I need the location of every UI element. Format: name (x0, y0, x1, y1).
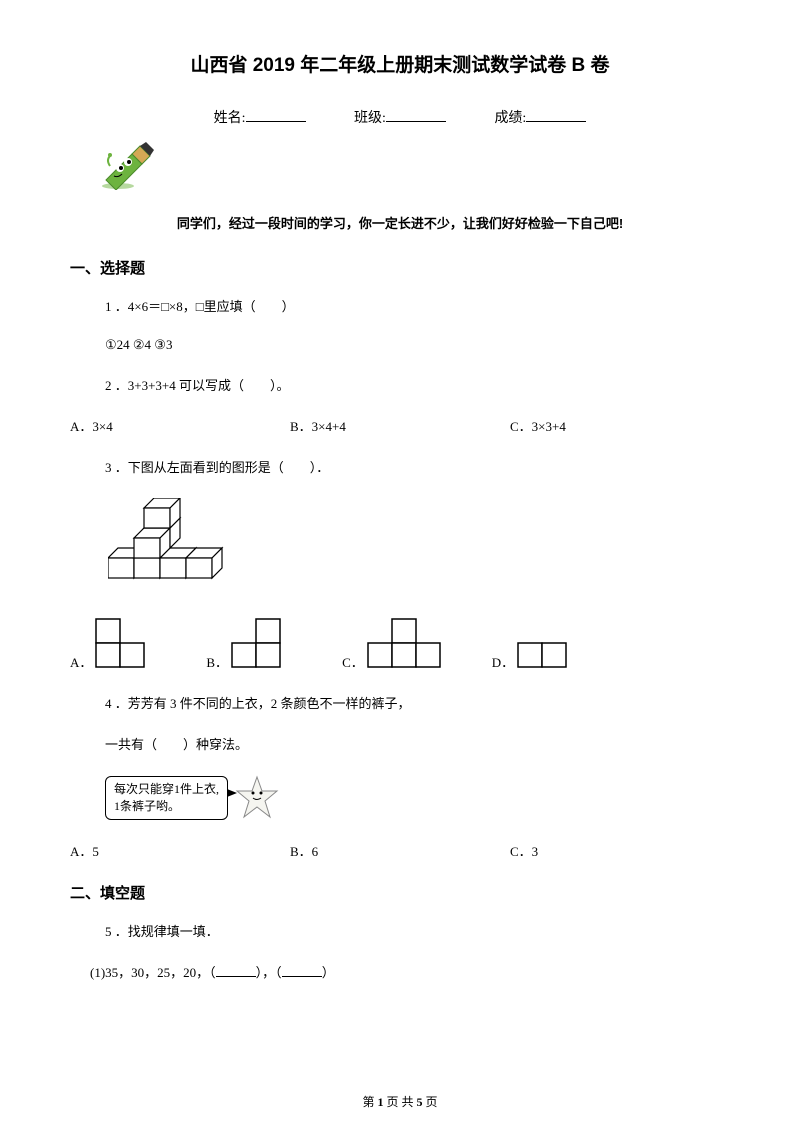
page-footer: 第 1 页 共 5 页 (0, 1093, 800, 1110)
motivation-text: 同学们，经过一段时间的学习，你一定长进不少，让我们好好检验一下自己吧! (70, 213, 730, 232)
score-blank (526, 121, 586, 122)
q3-figure-c (364, 615, 452, 671)
q3-option-d-label: D． (492, 652, 514, 671)
section-1-header: 一、选择题 (70, 257, 730, 278)
q3-option-a-label: A． (70, 652, 92, 671)
q3-figure-b (228, 615, 292, 671)
question-1: 1 ．4×6＝□×8，□里应填（ ） (105, 296, 730, 315)
q2-option-a: A．3×4 (70, 416, 290, 435)
question-5: 5 ．找规律填一填． (105, 921, 730, 940)
q3-figure-a (92, 615, 156, 671)
score-label: 成绩: (494, 111, 526, 126)
question-4: 4 ．芳芳有 3 件不同的上衣，2 条颜色不一样的裤子， (105, 693, 730, 712)
student-info-row: 姓名: 班级: 成绩: (70, 107, 730, 127)
star-speech-bubble: 每次只能穿1件上衣, 1条裤子哟。 (105, 775, 730, 821)
section-2-header: 二、填空题 (70, 882, 730, 903)
class-blank (386, 121, 446, 122)
question-3: 3 ．下图从左面看到的图形是（ ）． (105, 457, 730, 476)
q2-option-c: C．3×3+4 (510, 416, 670, 435)
question-4-line2: 一共有（ ）种穿法。 (105, 734, 730, 753)
cube-3d-figure (108, 498, 730, 585)
q3-option-c-label: C． (342, 652, 364, 671)
pencil-icon (100, 142, 730, 195)
question-2-options: A．3×4 B．3×4+4 C．3×3+4 (70, 416, 730, 435)
speech-bubble: 每次只能穿1件上衣, 1条裤子哟。 (105, 776, 228, 820)
q4-option-a: A．5 (70, 841, 290, 860)
question-3-options: A． B． C． (70, 615, 730, 671)
page-title: 山西省 2019 年二年级上册期末测试数学试卷 B 卷 (70, 50, 730, 77)
question-4-options: A．5 B．6 C．3 (70, 841, 730, 860)
question-5-sub1: (1)35，30，25，20，（），（） (90, 962, 730, 981)
q4-option-b: B．6 (290, 841, 510, 860)
name-blank (246, 121, 306, 122)
name-label: 姓名: (214, 111, 246, 126)
q2-option-b: B．3×4+4 (290, 416, 510, 435)
star-icon (234, 775, 280, 821)
q3-option-b-label: B． (206, 652, 228, 671)
q3-figure-d (514, 639, 574, 671)
question-1-options: ①24 ②4 ③3 (105, 337, 730, 353)
class-label: 班级: (354, 111, 386, 126)
q4-option-c: C．3 (510, 841, 670, 860)
question-2: 2 ．3+3+3+4 可以写成（ ）。 (105, 375, 730, 394)
